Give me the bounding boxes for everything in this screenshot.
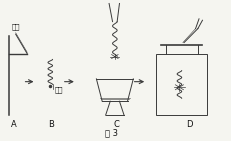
Text: 鐵丝: 鐵丝 [12, 23, 21, 30]
Text: B: B [48, 120, 54, 129]
Text: D: D [186, 120, 192, 129]
Text: A: A [10, 120, 16, 129]
Text: C: C [112, 120, 119, 129]
Text: 火焰: 火焰 [54, 87, 62, 93]
Text: 图 3: 图 3 [104, 128, 117, 137]
